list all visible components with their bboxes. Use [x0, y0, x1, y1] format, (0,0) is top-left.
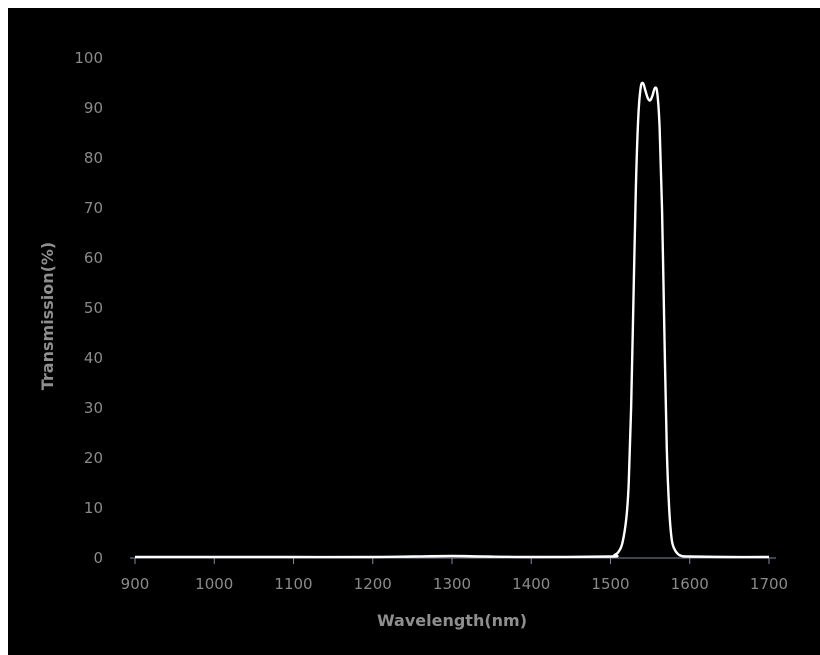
y-tick-label: 100: [74, 49, 103, 67]
y-tick-label: 80: [84, 149, 103, 167]
x-tick-label: 1000: [195, 575, 233, 593]
y-tick-label: 10: [84, 499, 103, 517]
x-tick-label: 1600: [671, 575, 709, 593]
x-tick-labels: 900 1000 1100 1200 1300 1400 1500 1600 1700: [121, 575, 788, 593]
transmission-curve: [135, 81, 770, 559]
x-tick-marks: [134, 558, 770, 564]
y-tick-label: 40: [84, 349, 103, 367]
x-tick-label: 1700: [750, 575, 788, 593]
x-tick-label: 1200: [354, 575, 392, 593]
y-tick-label: 60: [84, 249, 103, 267]
y-tick-label: 70: [84, 199, 103, 217]
y-tick-label: 20: [84, 449, 103, 467]
x-tick-label: 1400: [512, 575, 550, 593]
y-tick-label: 50: [84, 299, 103, 317]
transmission-chart: 0 10 20 30 40 50 60 70 80 90 100 900 1000 1100 1200 13…: [38, 49, 788, 630]
x-axis-title: Wavelength(nm): [377, 611, 527, 630]
y-tick-label: 30: [84, 399, 103, 417]
y-axis-title: Transmission(%): [38, 242, 57, 390]
x-tick-label: 1100: [274, 575, 312, 593]
y-tick-label: 90: [84, 99, 103, 117]
x-tick-label: 1300: [433, 575, 471, 593]
chart-panel: 0 10 20 30 40 50 60 70 80 90 100 900 1000 1100 1200 13…: [8, 8, 820, 655]
x-tick-label: 1500: [591, 575, 629, 593]
y-tick-label: 0: [93, 549, 103, 567]
y-tick-labels: 0 10 20 30 40 50 60 70 80 90 100: [74, 49, 103, 567]
x-tick-label: 900: [121, 575, 150, 593]
